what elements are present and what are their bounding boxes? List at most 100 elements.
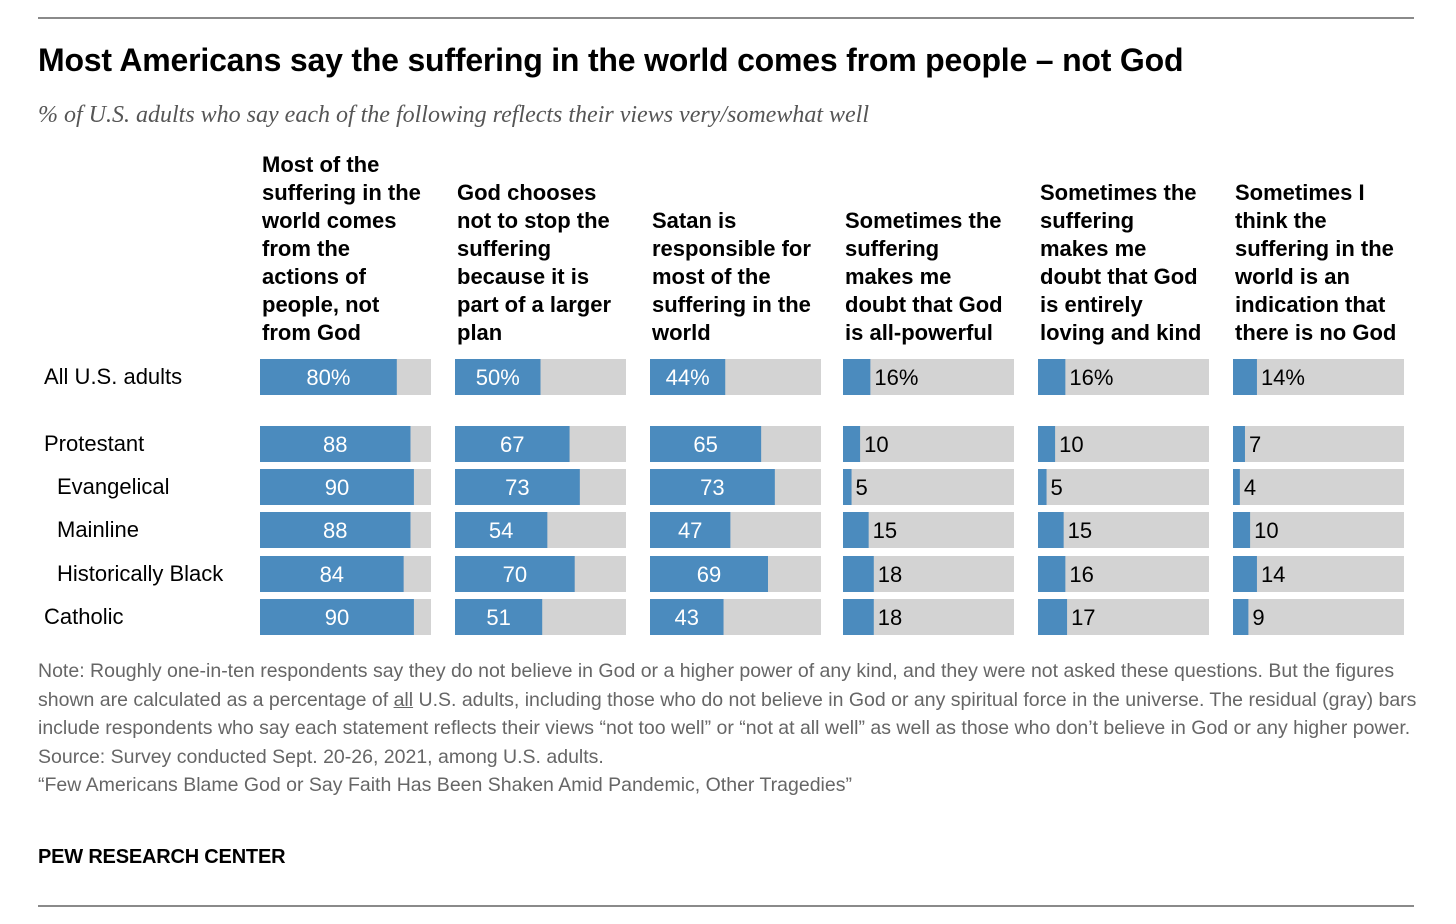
data-label: 5: [1051, 475, 1063, 500]
note-part-2: U.S. adults, including those who do not …: [38, 688, 1417, 740]
value-bar: [650, 512, 731, 548]
value-bar: [260, 599, 414, 635]
column-header-6-line-3: suffering in the: [1235, 236, 1394, 261]
data-label: 5: [856, 475, 868, 500]
residual-bar: [1038, 512, 1209, 548]
value-bar: [455, 556, 575, 592]
residual-bar: [1233, 599, 1404, 635]
column-header-1-line-3: world comes: [262, 208, 397, 233]
data-label: 9: [1252, 605, 1264, 630]
value-bar: [1038, 359, 1066, 395]
column-header-3: Satan is responsible for most of the suffer…: [652, 207, 832, 347]
report-title: “Few Americans Blame God or Say Faith Ha…: [38, 774, 852, 796]
value-bar: [843, 469, 852, 505]
data-label: 50%: [476, 365, 520, 390]
column-header-1: Most of the suffering in the world comes fr…: [262, 151, 442, 347]
value-bar: [1233, 426, 1245, 462]
value-bar: [260, 512, 411, 548]
data-label: 73: [505, 475, 529, 500]
column-header-5-line-6: loving and kind: [1040, 320, 1202, 345]
value-bar: [260, 359, 397, 395]
data-label: 51: [486, 605, 510, 630]
source-text: Source: Survey conducted Sept. 20-26, 20…: [38, 745, 604, 768]
column-header-6-line-5: indication that: [1235, 292, 1386, 317]
column-header-4-line-2: suffering: [845, 236, 940, 261]
column-header-1-line-6: people, not: [262, 292, 380, 317]
column-header-5-line-5: is entirely: [1040, 292, 1143, 317]
value-bar: [650, 359, 726, 395]
column-header-2-line-1: God chooses: [457, 180, 597, 205]
value-bar: [455, 599, 543, 635]
data-label: 16%: [1069, 365, 1113, 390]
value-bar: [1038, 426, 1056, 462]
value-bar: [650, 599, 724, 635]
value-bar: [455, 512, 548, 548]
row-label-4: Mainline: [57, 517, 139, 542]
column-header-5-line-1: Sometimes the: [1040, 180, 1197, 205]
data-label: 47: [678, 518, 702, 543]
row-label-3: Evangelical: [57, 474, 170, 499]
column-header-2-line-6: plan: [457, 320, 503, 345]
column-header-2-line-5: part of a larger: [457, 292, 612, 317]
data-label: 15: [873, 518, 897, 543]
value-bar: [1233, 512, 1251, 548]
data-label: 15: [1068, 518, 1092, 543]
data-label: 90: [325, 605, 349, 630]
row-label-1: All U.S. adults: [44, 364, 183, 389]
notes: Note: Roughly one-in-ten respondents say…: [38, 657, 1428, 800]
residual-bar: [1233, 426, 1404, 462]
row-label-5: Historically Black: [57, 561, 224, 586]
column-header-2-line-3: suffering: [457, 236, 552, 261]
note-underlined-word: all: [393, 688, 414, 711]
data-label: 70: [503, 562, 527, 587]
row-label-6: Catholic: [44, 604, 124, 629]
column-header-3-line-3: most of the: [652, 264, 771, 289]
value-bar: [455, 426, 570, 462]
value-bar: [843, 556, 874, 592]
value-bar: [1038, 512, 1064, 548]
column-header-6-line-6: there is no God: [1235, 320, 1397, 345]
data-label: 54: [489, 518, 513, 543]
data-label: 10: [1254, 518, 1278, 543]
value-bar: [843, 599, 874, 635]
column-header-4-line-5: is all-powerful: [845, 320, 993, 345]
residual-bar: [843, 512, 1014, 548]
data-label: 10: [1059, 432, 1083, 457]
column-header-1-line-1: Most of the: [262, 152, 380, 177]
top-rule: [38, 17, 1414, 19]
value-bar: [1038, 599, 1068, 635]
column-header-2-line-4: because it is: [457, 264, 590, 289]
column-header-4: Sometimes the suffering makes me doubt that…: [845, 207, 1025, 347]
value-bar: [650, 469, 775, 505]
residual-bar: [843, 359, 1014, 395]
data-label: 84: [320, 562, 344, 587]
residual-bar: [1233, 359, 1404, 395]
residual-bar: [1233, 469, 1404, 505]
chart-subtitle: % of U.S. adults who say each of the fol…: [38, 102, 869, 128]
value-bar: [1233, 359, 1257, 395]
column-header-1-line-4: from the: [262, 236, 350, 261]
column-header-4-line-1: Sometimes the: [845, 208, 1002, 233]
residual-bar: [843, 469, 1014, 505]
data-label: 14: [1261, 562, 1285, 587]
column-header-4-line-4: doubt that God: [845, 292, 1003, 317]
data-label: 69: [697, 562, 721, 587]
residual-bar: [1038, 359, 1209, 395]
value-bar: [843, 426, 861, 462]
column-header-1-line-7: from God: [262, 320, 361, 345]
value-bar: [455, 359, 541, 395]
column-header-5-line-3: makes me: [1040, 236, 1147, 261]
data-label: 18: [878, 562, 902, 587]
data-label: 14%: [1261, 365, 1305, 390]
column-header-5: Sometimes the suffering makes me doubt that…: [1040, 179, 1220, 347]
data-label: 10: [864, 432, 888, 457]
data-label: 67: [500, 432, 524, 457]
column-header-2-line-2: not to stop the: [457, 208, 610, 233]
data-label: 16%: [874, 365, 918, 390]
row-label-2: Protestant: [44, 431, 145, 456]
column-header-6-line-1: Sometimes I: [1235, 180, 1365, 205]
value-bar: [843, 512, 869, 548]
residual-bar: [1233, 556, 1404, 592]
value-bar: [650, 426, 762, 462]
